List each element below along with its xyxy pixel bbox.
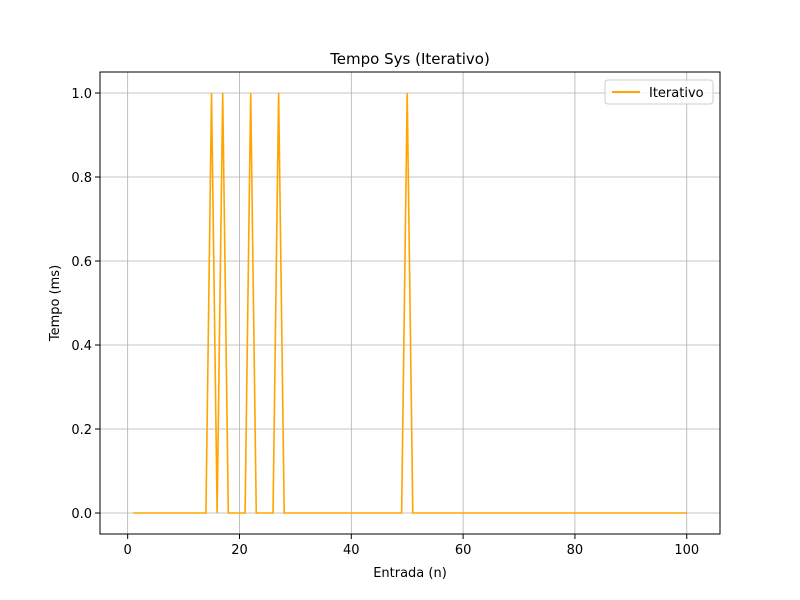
y-tick-label: 0.0 <box>71 507 92 522</box>
x-tick-label: 0 <box>124 543 132 558</box>
y-tick-label: 0.8 <box>71 171 92 186</box>
x-tick-label: 80 <box>567 543 584 558</box>
axis-ticks: 0 20 40 60 80 100 0.0 0.2 0.4 0.6 0.8 1.0 <box>71 87 699 558</box>
y-tick-label: 1.0 <box>71 87 92 102</box>
y-axis-title: Tempo (ms) <box>48 265 63 342</box>
y-tick-label: 0.6 <box>71 255 92 270</box>
legend-label-iterativo: Iterativo <box>649 86 704 101</box>
chart-title: Tempo Sys (Iterativo) <box>329 50 490 68</box>
x-tick-label: 40 <box>343 543 360 558</box>
legend: Iterativo <box>604 79 714 105</box>
series-line-iterativo <box>133 92 687 514</box>
x-tick-label: 60 <box>455 543 472 558</box>
y-tick-label: 0.4 <box>71 339 92 354</box>
y-tick-label: 0.2 <box>71 423 92 438</box>
plot-area-frame <box>99 71 721 535</box>
x-tick-label: 100 <box>674 543 699 558</box>
x-axis-title: Entrada (n) <box>373 566 447 581</box>
series-layer <box>133 92 687 514</box>
legend-box <box>604 79 714 105</box>
x-tick-label: 20 <box>231 543 248 558</box>
